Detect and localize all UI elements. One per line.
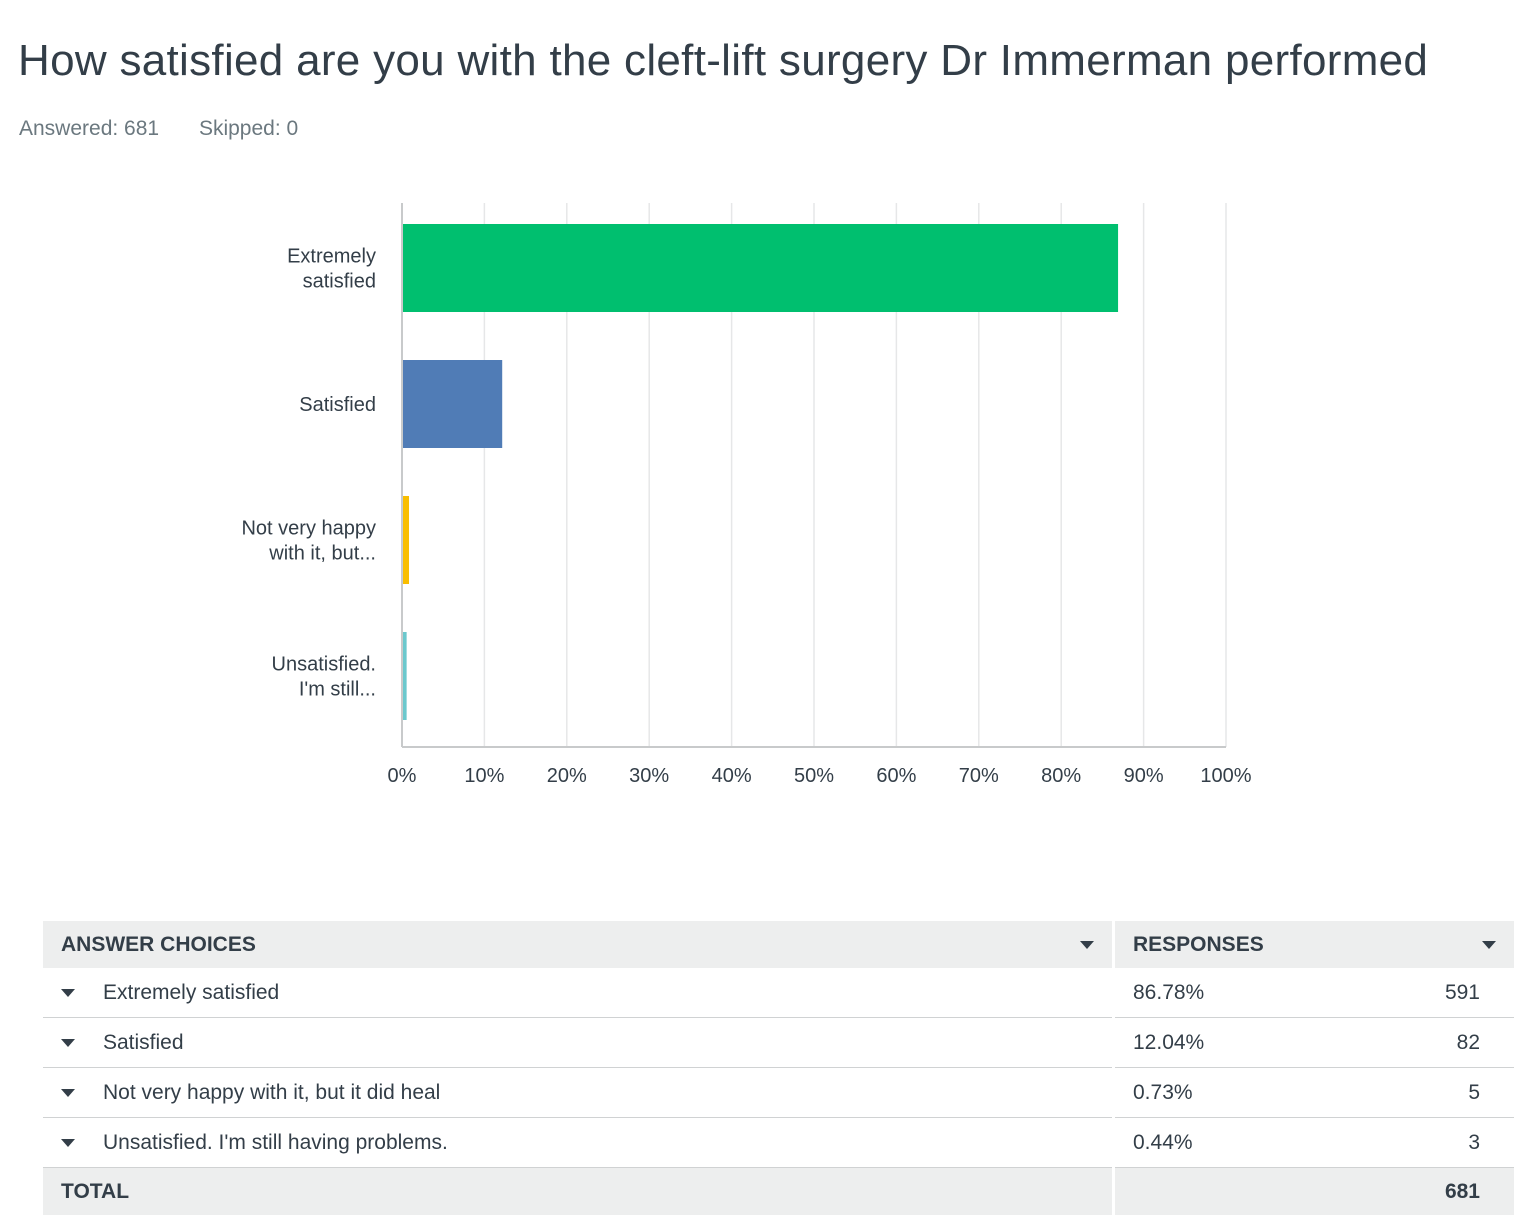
category-label: I'm still... bbox=[299, 679, 376, 701]
answer-choices-header[interactable]: ANSWER CHOICES bbox=[43, 921, 1114, 968]
responses-header[interactable]: RESPONSES bbox=[1112, 921, 1514, 968]
bar-chart: 0% 10% 20% 30% 40% 50% 60% 70% 80% 90% 100% Extreme… bbox=[241, 203, 1252, 787]
choice-cell[interactable]: Unsatisfied. I'm still having problems. bbox=[43, 1117, 1114, 1168]
x-tick-label: 80% bbox=[1041, 765, 1081, 787]
choice-cell[interactable]: Satisfied bbox=[43, 1017, 1114, 1068]
answer-table: ANSWER CHOICES RESPONSES Extremely satis… bbox=[43, 921, 1514, 1215]
total-row: TOTAL 681 bbox=[43, 1167, 1514, 1215]
x-tick-label: 20% bbox=[547, 765, 587, 787]
category-label: with it, but... bbox=[268, 543, 376, 565]
sort-caret-icon[interactable] bbox=[1080, 940, 1094, 949]
response-summary: Answered: 681 Skipped: 0 bbox=[19, 117, 332, 141]
percent-cell: 86.78% bbox=[1111, 968, 1336, 1018]
table-row: Satisfied 12.04% 82 bbox=[43, 1017, 1514, 1068]
skipped-count: Skipped: 0 bbox=[198, 117, 299, 140]
x-tick-label: 70% bbox=[959, 765, 999, 787]
sort-caret-icon[interactable] bbox=[1482, 940, 1496, 949]
bar-0 bbox=[403, 224, 1119, 312]
x-tick-label: 50% bbox=[794, 765, 834, 787]
choice-cell[interactable]: Extremely satisfied bbox=[43, 968, 1114, 1018]
category-label: Unsatisfied. bbox=[272, 654, 377, 676]
table-row: Unsatisfied. I'm still having problems. … bbox=[43, 1117, 1514, 1168]
count-cell: 5 bbox=[1335, 1067, 1514, 1118]
x-tick-label: 30% bbox=[629, 765, 669, 787]
bar-1 bbox=[403, 360, 503, 448]
x-tick-label: 60% bbox=[876, 765, 916, 787]
total-count: 681 bbox=[1335, 1167, 1514, 1215]
percent-cell: 0.73% bbox=[1111, 1067, 1336, 1118]
category-label: Satisfied bbox=[299, 394, 376, 416]
bar-3 bbox=[403, 632, 407, 720]
total-label: TOTAL bbox=[43, 1167, 1114, 1215]
expand-caret-icon[interactable] bbox=[61, 1088, 75, 1097]
count-cell: 82 bbox=[1335, 1017, 1514, 1068]
question-title: How satisfied are you with the cleft-lif… bbox=[18, 36, 1429, 85]
category-label: Not very happy bbox=[241, 518, 376, 540]
x-tick-label: 10% bbox=[464, 765, 504, 787]
choice-cell[interactable]: Not very happy with it, but it did heal bbox=[43, 1067, 1114, 1118]
category-label: Extremely bbox=[287, 246, 376, 268]
percent-cell: 0.44% bbox=[1111, 1117, 1336, 1168]
expand-caret-icon[interactable] bbox=[61, 1138, 75, 1147]
table-row: Not very happy with it, but it did heal … bbox=[43, 1067, 1514, 1118]
expand-caret-icon[interactable] bbox=[61, 1038, 75, 1047]
bar-2 bbox=[403, 496, 410, 584]
x-tick-label: 0% bbox=[388, 765, 417, 787]
count-cell: 3 bbox=[1335, 1117, 1514, 1168]
category-label: satisfied bbox=[303, 271, 376, 293]
x-tick-label: 90% bbox=[1124, 765, 1164, 787]
table-row: Extremely satisfied 86.78% 591 bbox=[43, 968, 1514, 1018]
answered-count: Answered: 681 bbox=[19, 117, 160, 140]
count-cell: 591 bbox=[1335, 968, 1514, 1018]
expand-caret-icon[interactable] bbox=[61, 988, 75, 997]
x-tick-label: 100% bbox=[1200, 765, 1251, 787]
x-tick-label: 40% bbox=[712, 765, 752, 787]
percent-cell: 12.04% bbox=[1111, 1017, 1336, 1068]
